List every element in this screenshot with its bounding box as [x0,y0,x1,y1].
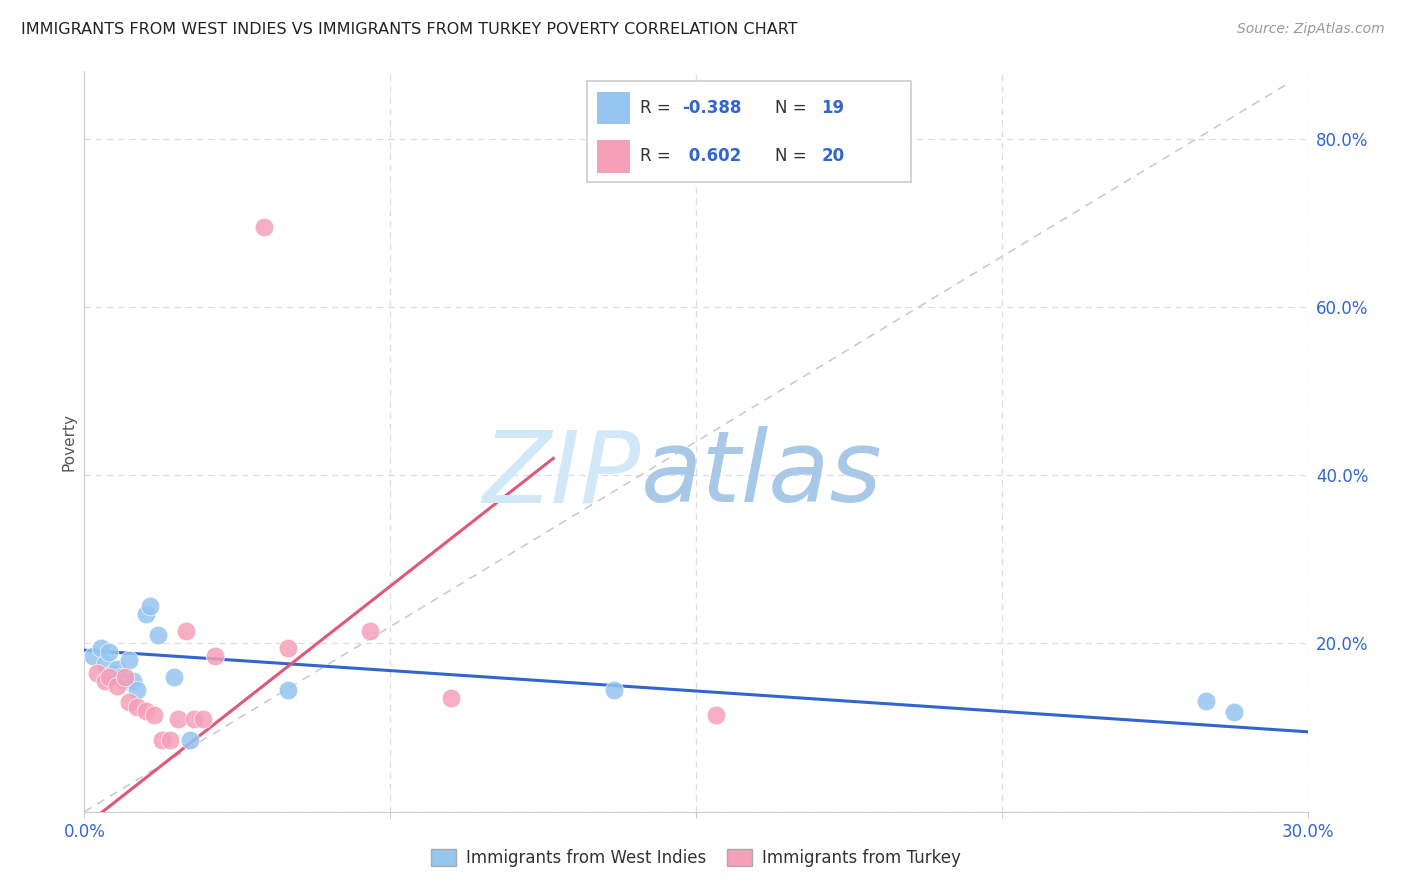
Text: N =: N = [775,99,813,117]
Text: ZIP: ZIP [482,426,641,524]
Point [204,649,226,664]
Point [359,624,381,638]
Bar [596,140,630,173]
Legend: Immigrants from West Indies, Immigrants from Turkey: Immigrants from West Indies, Immigrants … [425,842,967,874]
Point [105,679,128,693]
Point [150,733,173,747]
Point [603,682,626,697]
Point [82,649,104,664]
Point [135,704,157,718]
Point [93,674,115,689]
Point [1223,706,1246,720]
Point [90,640,112,655]
Text: 20: 20 [821,147,845,165]
Text: N =: N = [775,147,813,165]
Text: atlas: atlas [641,426,883,524]
Point [93,657,115,672]
Point [118,653,141,667]
Point [118,695,141,709]
Point [122,674,145,689]
Point [179,733,201,747]
Point [174,624,197,638]
Point [277,640,299,655]
Point [253,219,276,234]
Point [167,712,190,726]
Y-axis label: Poverty: Poverty [60,412,76,471]
Text: IMMIGRANTS FROM WEST INDIES VS IMMIGRANTS FROM TURKEY POVERTY CORRELATION CHART: IMMIGRANTS FROM WEST INDIES VS IMMIGRANT… [21,22,797,37]
Text: 0.602: 0.602 [683,147,741,165]
Bar [596,92,630,124]
Point [159,733,181,747]
Text: Source: ZipAtlas.com: Source: ZipAtlas.com [1237,22,1385,37]
Point [163,670,186,684]
Point [135,607,157,621]
Point [138,599,160,613]
Point [1195,694,1218,708]
Point [114,670,136,684]
Point [191,712,214,726]
Point [183,712,205,726]
Point [440,691,463,706]
Point [146,628,169,642]
Text: R =: R = [640,147,676,165]
Point [101,665,124,680]
Text: R =: R = [640,99,676,117]
Point [142,708,165,723]
Point [127,699,149,714]
Point [114,674,136,689]
Point [97,670,120,684]
FancyBboxPatch shape [586,81,911,182]
Text: 19: 19 [821,99,845,117]
Point [105,662,128,676]
Point [86,665,108,680]
Point [277,682,299,697]
Point [127,682,149,697]
Point [97,645,120,659]
Text: -0.388: -0.388 [683,99,742,117]
Point [704,708,728,723]
Point [110,670,132,684]
